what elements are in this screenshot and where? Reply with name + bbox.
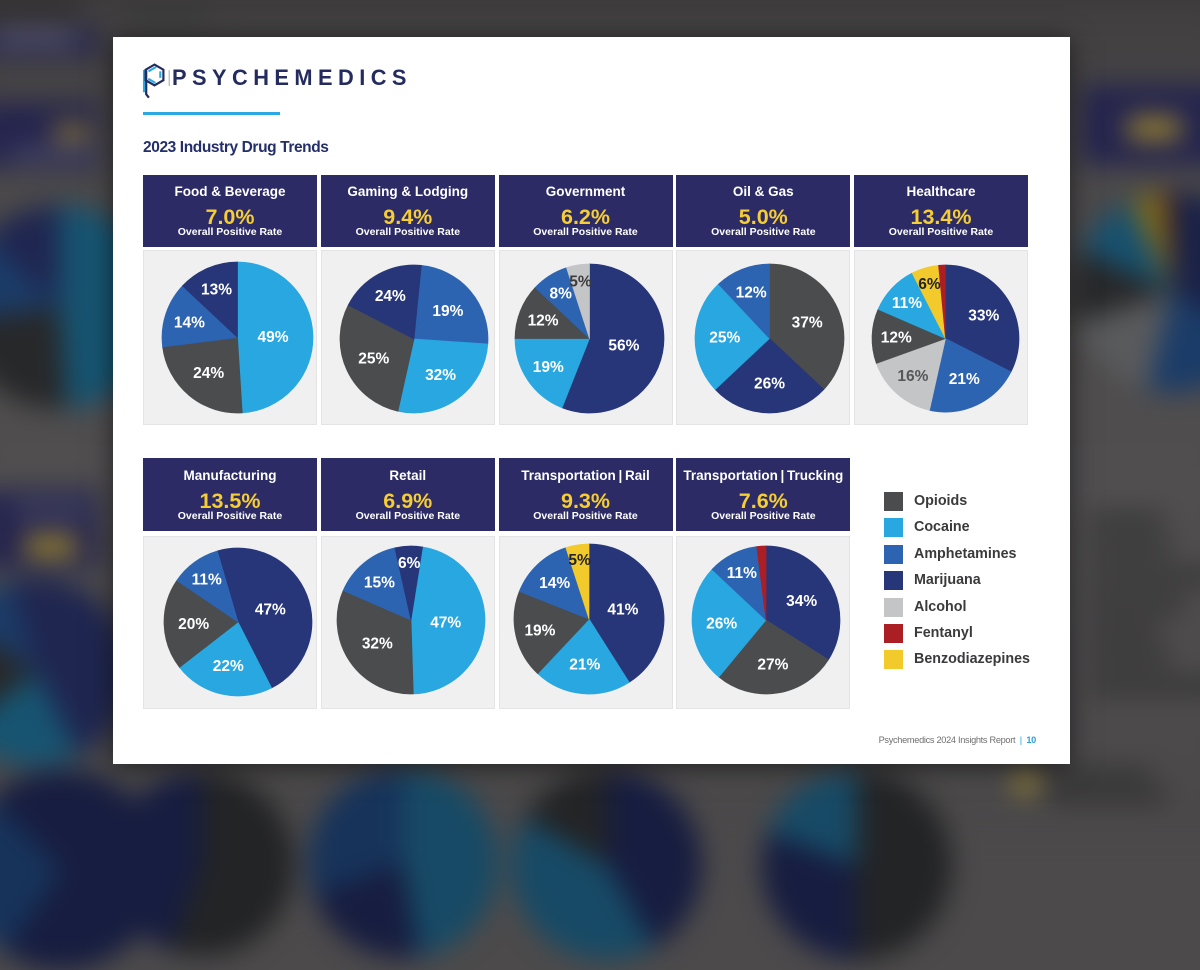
svg-text:21%: 21% xyxy=(949,370,980,387)
svg-text:19%: 19% xyxy=(532,359,563,376)
svg-text:26%: 26% xyxy=(753,375,784,392)
svg-text:15%: 15% xyxy=(364,574,395,591)
svg-text:37%: 37% xyxy=(791,314,822,331)
svg-text:8%: 8% xyxy=(549,285,572,302)
svg-text:19%: 19% xyxy=(432,302,463,319)
svg-text:32%: 32% xyxy=(362,635,393,652)
svg-text:14%: 14% xyxy=(173,314,204,331)
svg-text:32%: 32% xyxy=(425,367,456,384)
svg-text:11%: 11% xyxy=(191,571,221,588)
svg-text:12%: 12% xyxy=(735,284,766,301)
svg-text:22%: 22% xyxy=(212,658,243,675)
svg-text:26%: 26% xyxy=(706,615,737,632)
svg-text:11%: 11% xyxy=(726,565,756,582)
svg-text:24%: 24% xyxy=(375,287,406,304)
svg-text:14%: 14% xyxy=(539,574,570,591)
svg-text:25%: 25% xyxy=(358,350,389,367)
svg-text:6%: 6% xyxy=(918,275,941,292)
svg-text:49%: 49% xyxy=(257,329,288,346)
svg-text:12%: 12% xyxy=(881,329,912,346)
svg-text:13%: 13% xyxy=(200,282,231,299)
svg-text:47%: 47% xyxy=(430,614,461,631)
svg-text:34%: 34% xyxy=(786,592,817,609)
svg-text:5%: 5% xyxy=(569,273,592,290)
svg-text:21%: 21% xyxy=(569,656,600,673)
svg-text:41%: 41% xyxy=(607,601,638,618)
svg-text:27%: 27% xyxy=(757,656,788,673)
svg-text:19%: 19% xyxy=(524,622,555,639)
svg-text:25%: 25% xyxy=(709,329,740,346)
svg-text:11%: 11% xyxy=(892,294,922,311)
svg-text:16%: 16% xyxy=(897,367,928,384)
svg-text:56%: 56% xyxy=(608,337,639,354)
svg-text:47%: 47% xyxy=(254,602,285,619)
svg-text:20%: 20% xyxy=(178,616,209,633)
svg-text:33%: 33% xyxy=(968,307,999,324)
svg-text:6%: 6% xyxy=(398,554,421,571)
svg-text:5%: 5% xyxy=(568,552,591,569)
svg-text:12%: 12% xyxy=(527,312,558,329)
svg-text:24%: 24% xyxy=(193,365,224,382)
